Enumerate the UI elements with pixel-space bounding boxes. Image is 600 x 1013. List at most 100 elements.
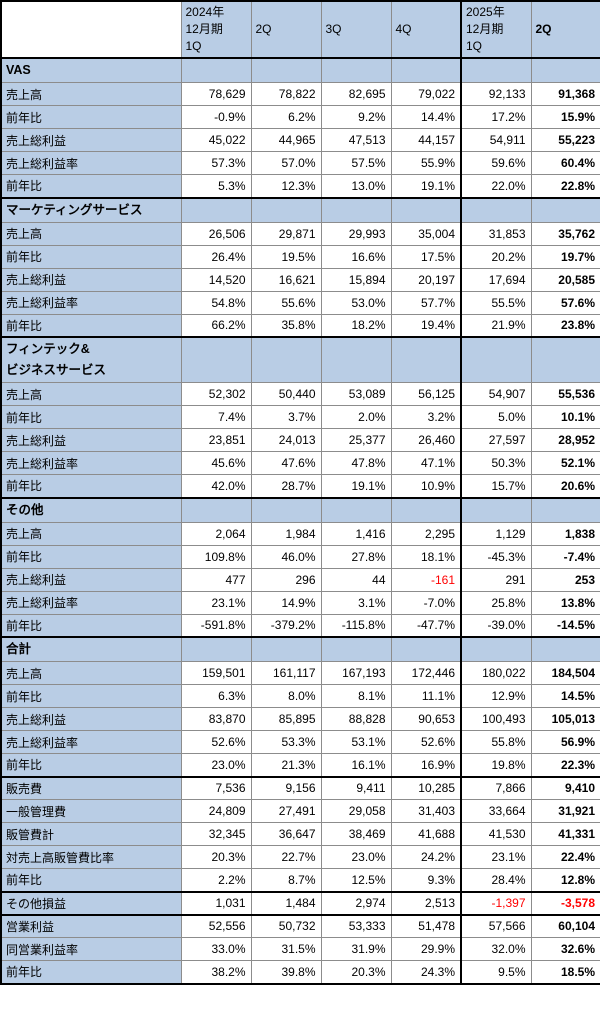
value-cell: 54.8% [180,290,252,315]
section-title-fill-cell [250,57,322,83]
value-cell: 29,058 [320,799,392,823]
value-cell: 23,851 [180,428,252,452]
value-cell: 55.9% [390,151,462,175]
table-row: 売上総利益率 52.6% 53.3% 53.1% 52.6% 55.8% 56.9% [0,730,600,754]
value-cell: 42.0% [180,474,252,498]
row-label: 売上総利益率 [0,590,182,615]
section-title-fill-cell [460,336,532,383]
value-cell: 172,446 [390,661,462,685]
section-title-fill-cell [390,196,462,223]
value-cell: 9.5% [460,960,532,984]
section-title-fill-cell [320,636,392,662]
section-title-fill-cell [320,57,392,83]
column-header-line: 12月期 [466,22,504,36]
value-cell: 31,403 [390,799,462,823]
table-row: 売上総利益率 54.8% 55.6% 53.0% 57.7% 55.5% 57.6% [0,290,600,315]
row-label: 一般管理費 [0,799,182,823]
value-cell: 28.4% [460,868,532,892]
value-cell: 50.3% [460,451,532,475]
value-cell: 32.0% [460,937,532,961]
column-header-line: 3Q [325,22,342,36]
value-cell: 10.9% [390,474,462,498]
column-header-line [326,4,389,21]
value-cell: 44,157 [390,128,462,152]
section-title-fill-cell [180,57,252,83]
section-title-fill-cell [530,57,600,83]
section-title-line: VAS [6,63,31,77]
value-cell: 105,013 [530,707,600,731]
column-header-line [536,4,599,21]
column-header: 2025年 12月期 1Q [460,0,532,59]
value-cell: 82,695 [320,82,392,106]
value-cell: 55.6% [250,290,322,315]
section-title: その他 [0,496,182,523]
section-title-fill-cell [250,496,322,523]
value-cell: 78,629 [180,82,252,106]
value-cell: 23.0% [320,845,392,869]
row-label: 前年比 [0,753,182,777]
value-cell: 14.9% [250,590,322,615]
value-cell: 27.8% [320,544,392,569]
table-row: 売上総利益 23,851 24,013 25,377 26,460 27,597 28,95… [0,428,600,452]
value-cell: 53,089 [320,382,392,406]
value-cell: 19.1% [390,174,462,198]
table-header: 2024年 12月期 1Q 2Q 3Q 4Q 2025年 12月期 1Q 2Q [0,0,600,59]
value-cell: 53.3% [250,730,322,754]
value-cell: 11.1% [390,684,462,708]
table-row: 売上高 26,506 29,871 29,993 35,004 31,853 35,762 [0,221,600,246]
value-cell: 7,536 [180,775,252,800]
value-cell: -1,397 [460,890,532,915]
table-row: 前年比 7.4% 3.7% 2.0% 3.2% 5.0% 10.1% [0,405,600,429]
value-cell: 6.3% [180,684,252,708]
value-cell: 57.3% [180,151,252,175]
value-cell: 20,585 [530,267,600,292]
column-header: 4Q [390,0,462,59]
table-row: 前年比 -0.9% 6.2% 9.2% 14.4% 17.2% 15.9% [0,105,600,129]
value-cell: 18.2% [320,313,392,338]
value-cell: 54,911 [460,128,532,152]
table-body: VAS 売上高 78,629 78,822 82,695 79,022 92,133 91,3… [0,57,600,984]
row-label: 販売費 [0,775,182,800]
value-cell: 9,410 [530,775,600,800]
column-header-line: 12月期 [185,22,223,36]
column-header: 3Q [320,0,392,59]
value-cell: 29.9% [390,937,462,961]
value-cell: 52,302 [180,382,252,406]
value-cell: 5.3% [180,174,252,198]
row-label: 前年比 [0,960,182,984]
value-cell: 39.8% [250,960,322,984]
section-title-fill-cell [250,196,322,223]
value-cell: 17,694 [460,267,532,292]
value-cell: 28.7% [250,474,322,498]
value-cell: 167,193 [320,661,392,685]
value-cell: 45,022 [180,128,252,152]
value-cell: 23.1% [460,845,532,869]
table-row: 前年比 2.2% 8.7% 12.5% 9.3% 28.4% 12.8% [0,868,600,892]
header-row: 2024年 12月期 1Q 2Q 3Q 4Q 2025年 12月期 1Q 2Q [0,0,600,59]
value-cell: 31.5% [250,937,322,961]
table-row: 売上総利益率 57.3% 57.0% 57.5% 55.9% 59.6% 60.4% [0,151,600,175]
section-title: VAS [0,57,182,83]
value-cell: 159,501 [180,661,252,685]
value-cell: 31,921 [530,799,600,823]
column-header-line [326,38,389,55]
value-cell: -591.8% [180,613,252,638]
value-cell: 50,732 [250,913,322,938]
value-cell: 38.2% [180,960,252,984]
value-cell: 27,491 [250,799,322,823]
value-cell: 21.9% [460,313,532,338]
table-row: 売上高 52,302 50,440 53,089 56,125 54,907 55,536 [0,382,600,406]
value-cell: 28,952 [530,428,600,452]
value-cell: 91,368 [530,82,600,106]
value-cell: 16.1% [320,753,392,777]
value-cell: 35,004 [390,221,462,246]
section-title-fill-cell [530,496,600,523]
table-row: 前年比 6.3% 8.0% 8.1% 11.1% 12.9% 14.5% [0,684,600,708]
section-title-line: ビジネスサービス [6,363,107,377]
value-cell: 180,022 [460,661,532,685]
value-cell: 79,022 [390,82,462,106]
value-cell: 90,653 [390,707,462,731]
value-cell: 66.2% [180,313,252,338]
section-title-fill-cell [320,496,392,523]
table-row: 対売上高販管費比率 20.3% 22.7% 23.0% 24.2% 23.1% 22.4% [0,845,600,869]
